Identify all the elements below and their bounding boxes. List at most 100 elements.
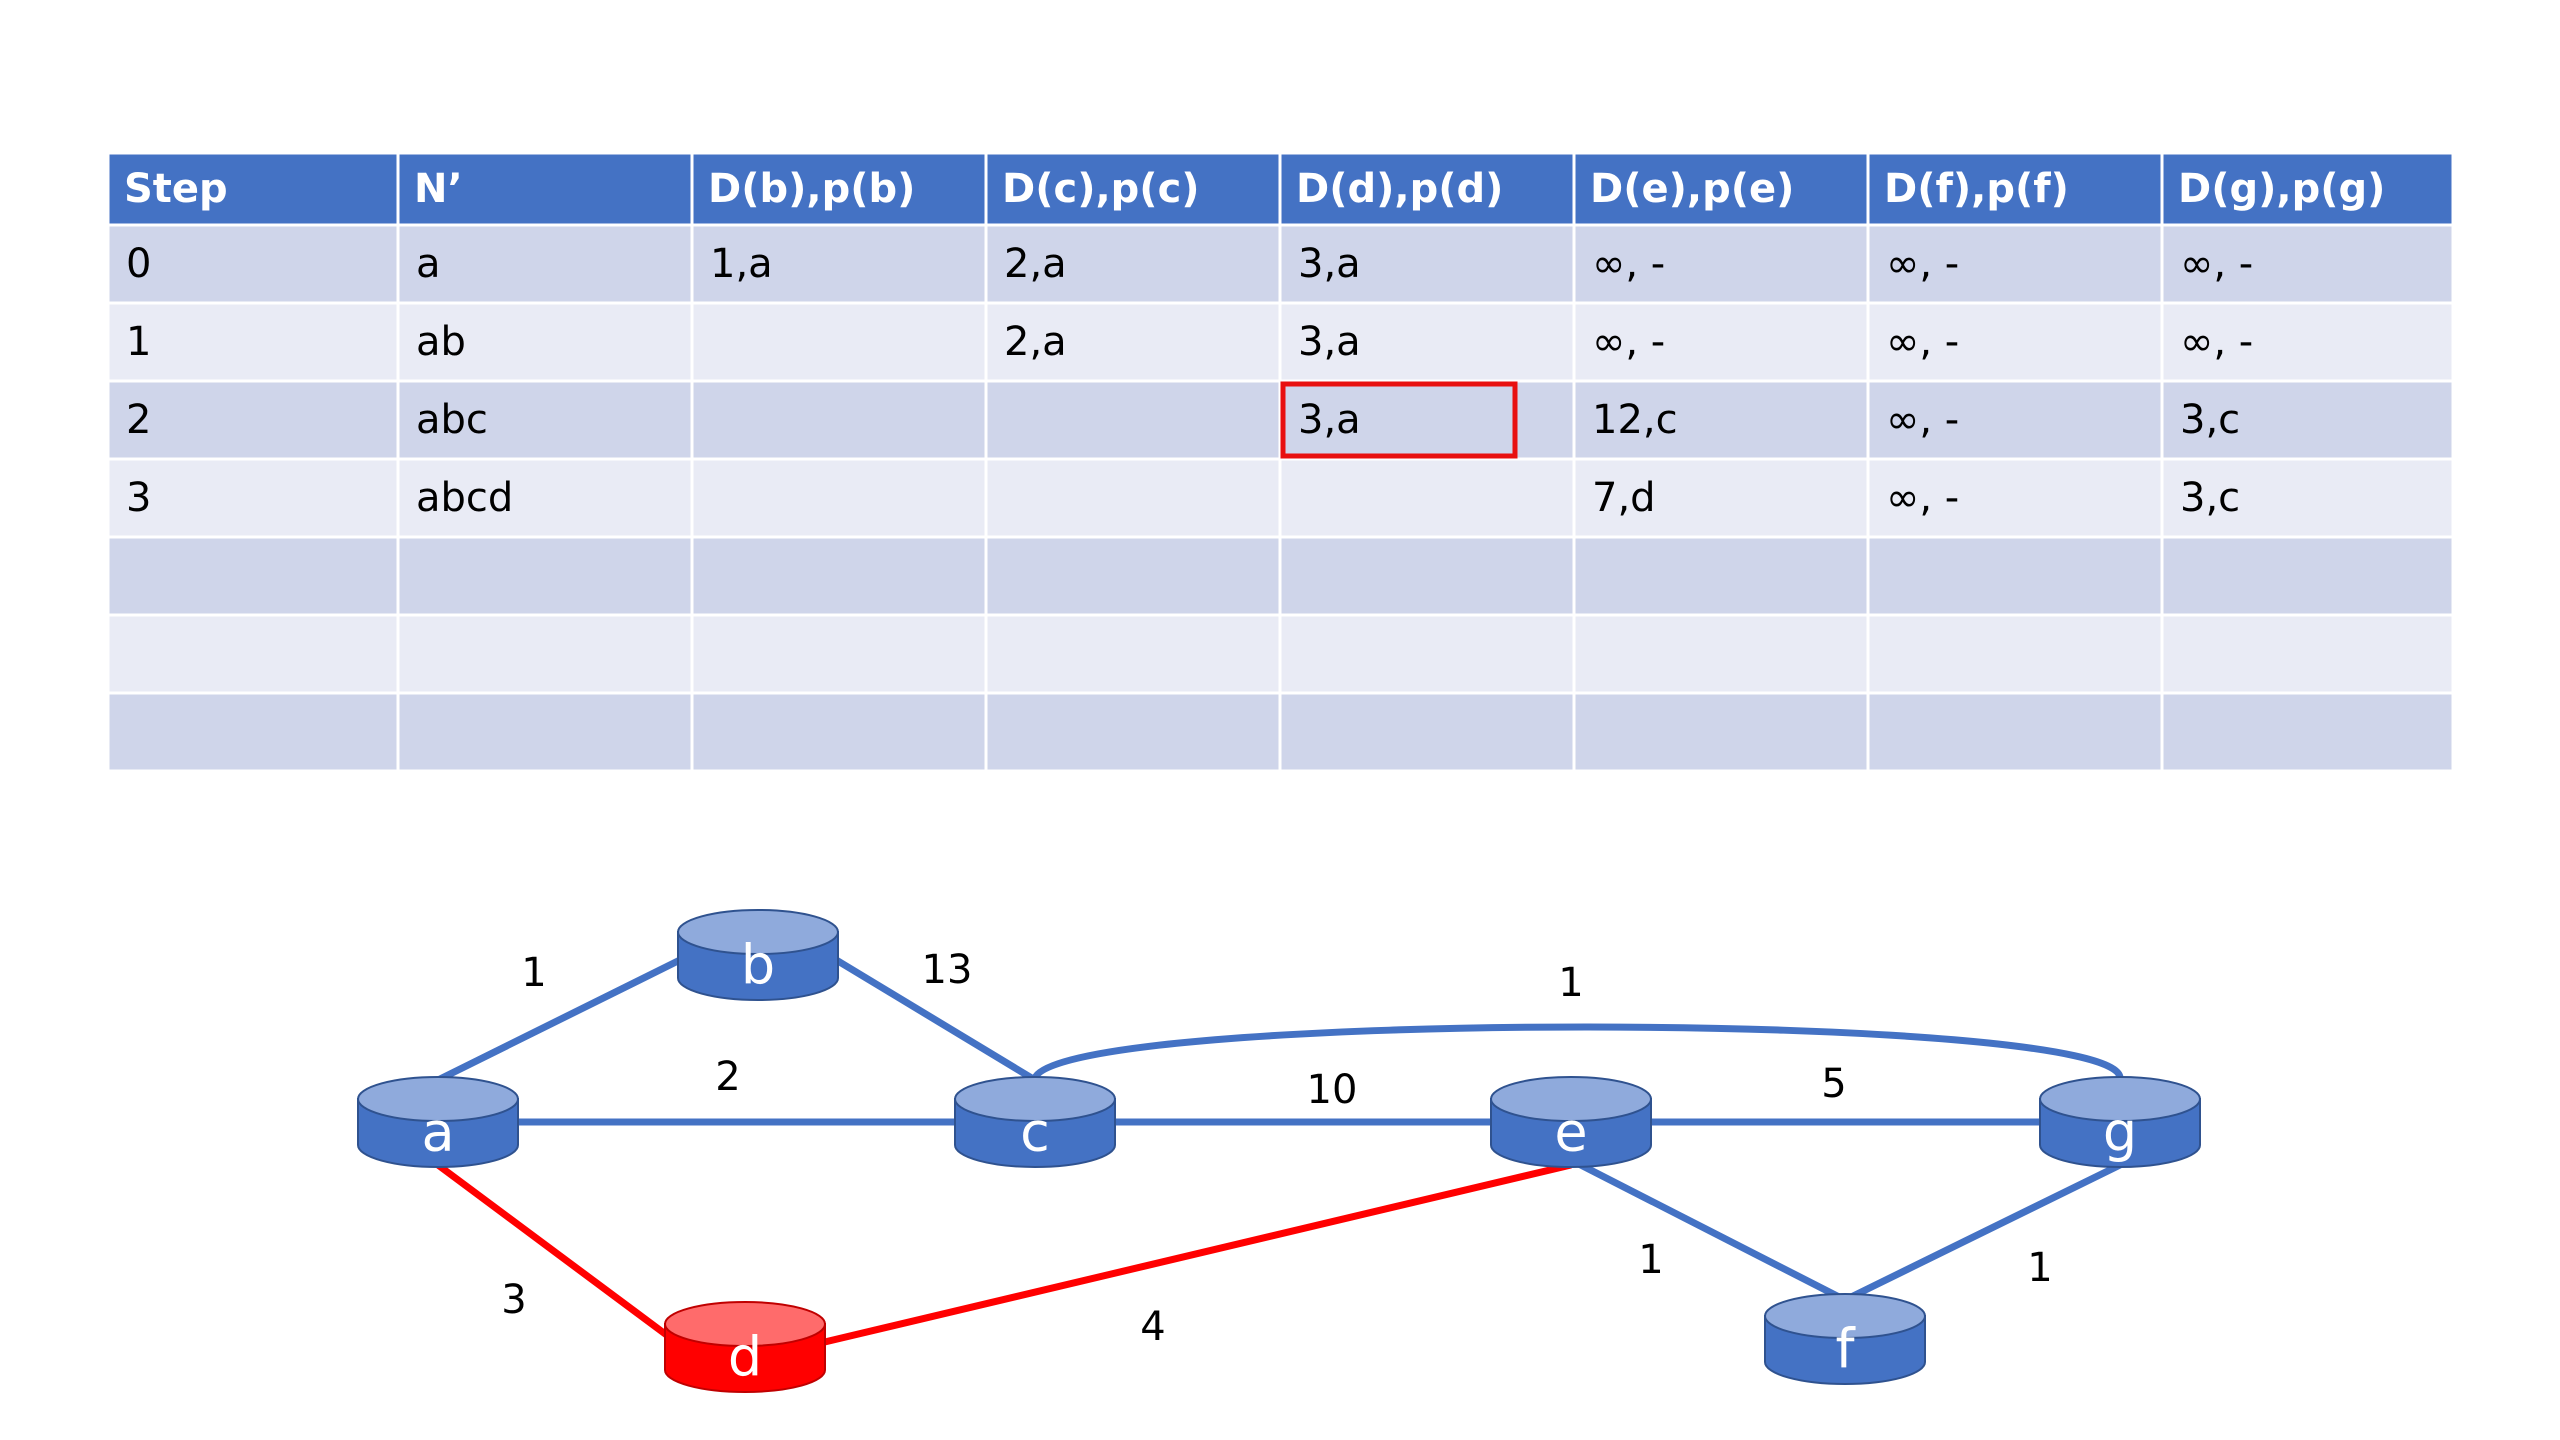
node-label: e [1554, 1101, 1587, 1164]
table-cell [106, 457, 400, 539]
header-text: D(b),p(b) [708, 166, 915, 212]
header-text: Step [124, 166, 228, 212]
table-cell [1572, 223, 1870, 305]
table-cell [396, 379, 694, 461]
cell-text: abc [416, 397, 488, 443]
header-text: D(g),p(g) [2178, 166, 2385, 212]
node-top [357, 1076, 519, 1122]
edge-label: 1 [1558, 960, 1583, 1006]
cell-text: 1 [126, 319, 151, 365]
header-cell [106, 151, 400, 227]
table-cell [984, 379, 1282, 461]
table-cell [2160, 301, 2455, 383]
node: d [664, 1301, 826, 1393]
table-cell [1866, 535, 2164, 617]
cell-text: ∞, - [1592, 241, 1665, 287]
cell-text: 3,c [2180, 475, 2240, 521]
table-cell [1278, 613, 1576, 695]
header-text: D(c),p(c) [1002, 166, 1200, 212]
table-cell [984, 691, 1282, 773]
cell-text: 3,c [2180, 397, 2240, 443]
table-cell [690, 379, 988, 461]
cell-text: a [416, 241, 441, 287]
node-top [954, 1076, 1116, 1122]
edge [1843, 1161, 2122, 1304]
cell-text: 7,d [1592, 475, 1656, 521]
cell-text: ∞, - [2180, 241, 2253, 287]
table-cell [106, 223, 400, 305]
table-cell [690, 301, 988, 383]
edge [1031, 1023, 2124, 1081]
table-cell [690, 613, 988, 695]
edge [1569, 1156, 1847, 1304]
table-cell [106, 613, 400, 695]
node-label: a [421, 1101, 454, 1164]
edge-label: 5 [1821, 1061, 1846, 1107]
table-cell [984, 535, 1282, 617]
table-cell [1572, 535, 1870, 617]
cell-text: 12,c [1592, 397, 1678, 443]
cell-text: 2,a [1004, 241, 1067, 287]
header-text: N’ [414, 166, 463, 212]
table-cell [1278, 535, 1576, 617]
edge-labels: 1 13 2 10 5 1 3 4 1 1 [501, 947, 2052, 1350]
node-label: d [728, 1326, 762, 1389]
node-top [664, 1301, 826, 1347]
header-text: D(f),p(f) [1884, 166, 2069, 212]
header-cell [2160, 151, 2455, 227]
table-cell [984, 301, 1282, 383]
node: a [357, 1076, 519, 1168]
table-cell [984, 613, 1282, 695]
node: g [2039, 1076, 2201, 1168]
cell-text: ab [416, 319, 466, 365]
header-cell [396, 151, 694, 227]
cell-text: ∞, - [1592, 319, 1665, 365]
edge-label: 13 [922, 947, 973, 993]
header-text: D(d),p(d) [1296, 166, 1503, 212]
node-top [1764, 1293, 1926, 1339]
edge-label: 1 [2027, 1245, 2052, 1291]
table-cell [2160, 223, 2455, 305]
cell-text: ∞, - [1886, 319, 1959, 365]
table-cell [396, 691, 694, 773]
table-cell [396, 223, 694, 305]
cell-text: abcd [416, 475, 513, 521]
node: c [954, 1076, 1116, 1168]
edge-label: 3 [501, 1277, 526, 1323]
cell-text: ∞, - [1886, 475, 1959, 521]
table-cell [1572, 301, 1870, 383]
cell-text: ∞, - [1886, 397, 1959, 443]
header-cell [1572, 151, 1870, 227]
table-cell [690, 535, 988, 617]
table-cell [1278, 301, 1576, 383]
cell-text: 2 [126, 397, 151, 443]
cell-text: 2,a [1004, 319, 1067, 365]
header-text: D(e),p(e) [1590, 166, 1794, 212]
cell-text: ∞, - [1886, 241, 1959, 287]
table-cell [106, 379, 400, 461]
node-label: f [1835, 1318, 1856, 1381]
edge [826, 952, 1037, 1083]
edge [436, 951, 692, 1084]
cell-text: 3,a [1298, 241, 1361, 287]
table-cell [396, 613, 694, 695]
table-cell [106, 535, 400, 617]
table-cell [1866, 301, 2164, 383]
node-top [1490, 1076, 1652, 1122]
table-cell [1866, 691, 2164, 773]
table-cell [106, 691, 400, 773]
cell-text: 1,a [710, 241, 773, 287]
node-top [677, 909, 839, 955]
table-cell [1572, 379, 1870, 461]
node-label: g [2103, 1101, 2137, 1164]
edge-label: 4 [1140, 1304, 1165, 1350]
table-cell [1572, 457, 1870, 539]
table-cell [106, 301, 400, 383]
cell-text: ∞, - [2180, 319, 2253, 365]
table-cell [2160, 613, 2455, 695]
table-cell [984, 223, 1282, 305]
edge-label: 1 [521, 950, 546, 996]
table-cell [2160, 535, 2455, 617]
table-cell [2160, 457, 2455, 539]
